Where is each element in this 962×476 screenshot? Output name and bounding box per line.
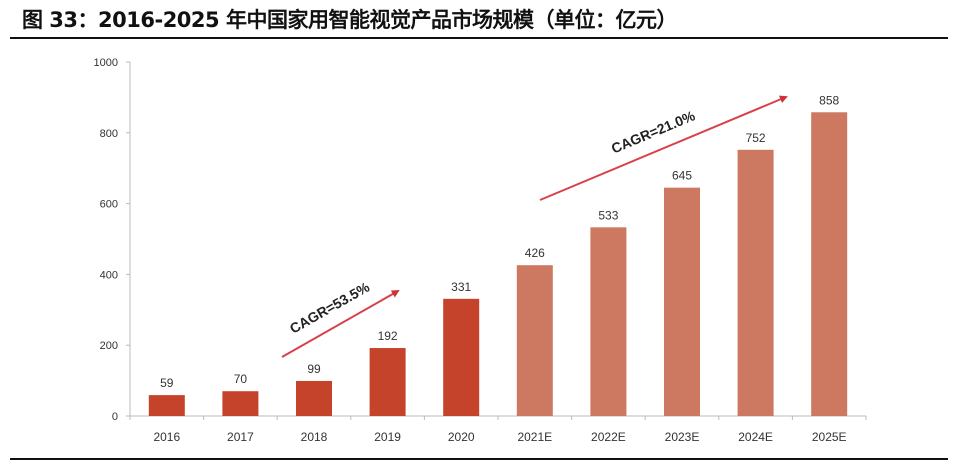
cagr-arrow <box>539 95 788 201</box>
bar-2020 <box>443 298 480 416</box>
bar-2018 <box>296 380 332 416</box>
x-tick-label: 2021E <box>517 430 552 444</box>
data-label: 752 <box>746 131 766 145</box>
x-tick-label: 2019 <box>374 430 401 444</box>
y-tick-label: 0 <box>112 411 118 423</box>
data-label: 645 <box>672 169 692 183</box>
x-tick-label: 2022E <box>591 430 626 444</box>
x-tick-label: 2023E <box>665 430 700 444</box>
cagr-arrow <box>281 290 400 358</box>
x-tick-label: 2025E <box>812 430 847 444</box>
data-label: 99 <box>307 362 321 376</box>
cagr-label: CAGR=53.5% <box>287 278 373 336</box>
data-label: 70 <box>234 372 248 386</box>
title-rule <box>10 37 948 39</box>
data-label: 192 <box>378 329 398 343</box>
bar-2017 <box>222 391 259 416</box>
bar-2023E <box>664 187 700 416</box>
y-tick-label: 200 <box>100 340 118 352</box>
bar-2019 <box>369 348 406 416</box>
y-tick-label: 400 <box>100 269 118 281</box>
bar-2024E <box>737 149 774 417</box>
x-tick-label: 2016 <box>153 430 180 444</box>
y-tick-label: 600 <box>100 199 118 211</box>
cagr-label: CAGR=21.0% <box>609 107 698 156</box>
bar-2016 <box>148 395 185 416</box>
data-label: 533 <box>598 208 618 222</box>
data-label: 59 <box>160 376 174 390</box>
x-tick-label: 2020 <box>448 430 475 444</box>
bar-2022E <box>590 227 627 416</box>
bottom-rule <box>10 458 948 460</box>
bar-2021E <box>516 265 553 416</box>
data-label: 858 <box>819 93 839 107</box>
chart-title: 图 33：2016-2025 年中国家用智能视觉产品市场规模（单位：亿元） <box>22 8 677 32</box>
data-label: 331 <box>451 280 471 294</box>
bar-2025E <box>811 112 848 416</box>
y-tick-label: 800 <box>100 128 118 140</box>
data-label: 426 <box>525 246 545 260</box>
x-tick-label: 2018 <box>301 430 328 444</box>
x-tick-label: 2017 <box>227 430 254 444</box>
x-tick-label: 2024E <box>738 430 773 444</box>
y-tick-label: 1000 <box>94 57 118 69</box>
